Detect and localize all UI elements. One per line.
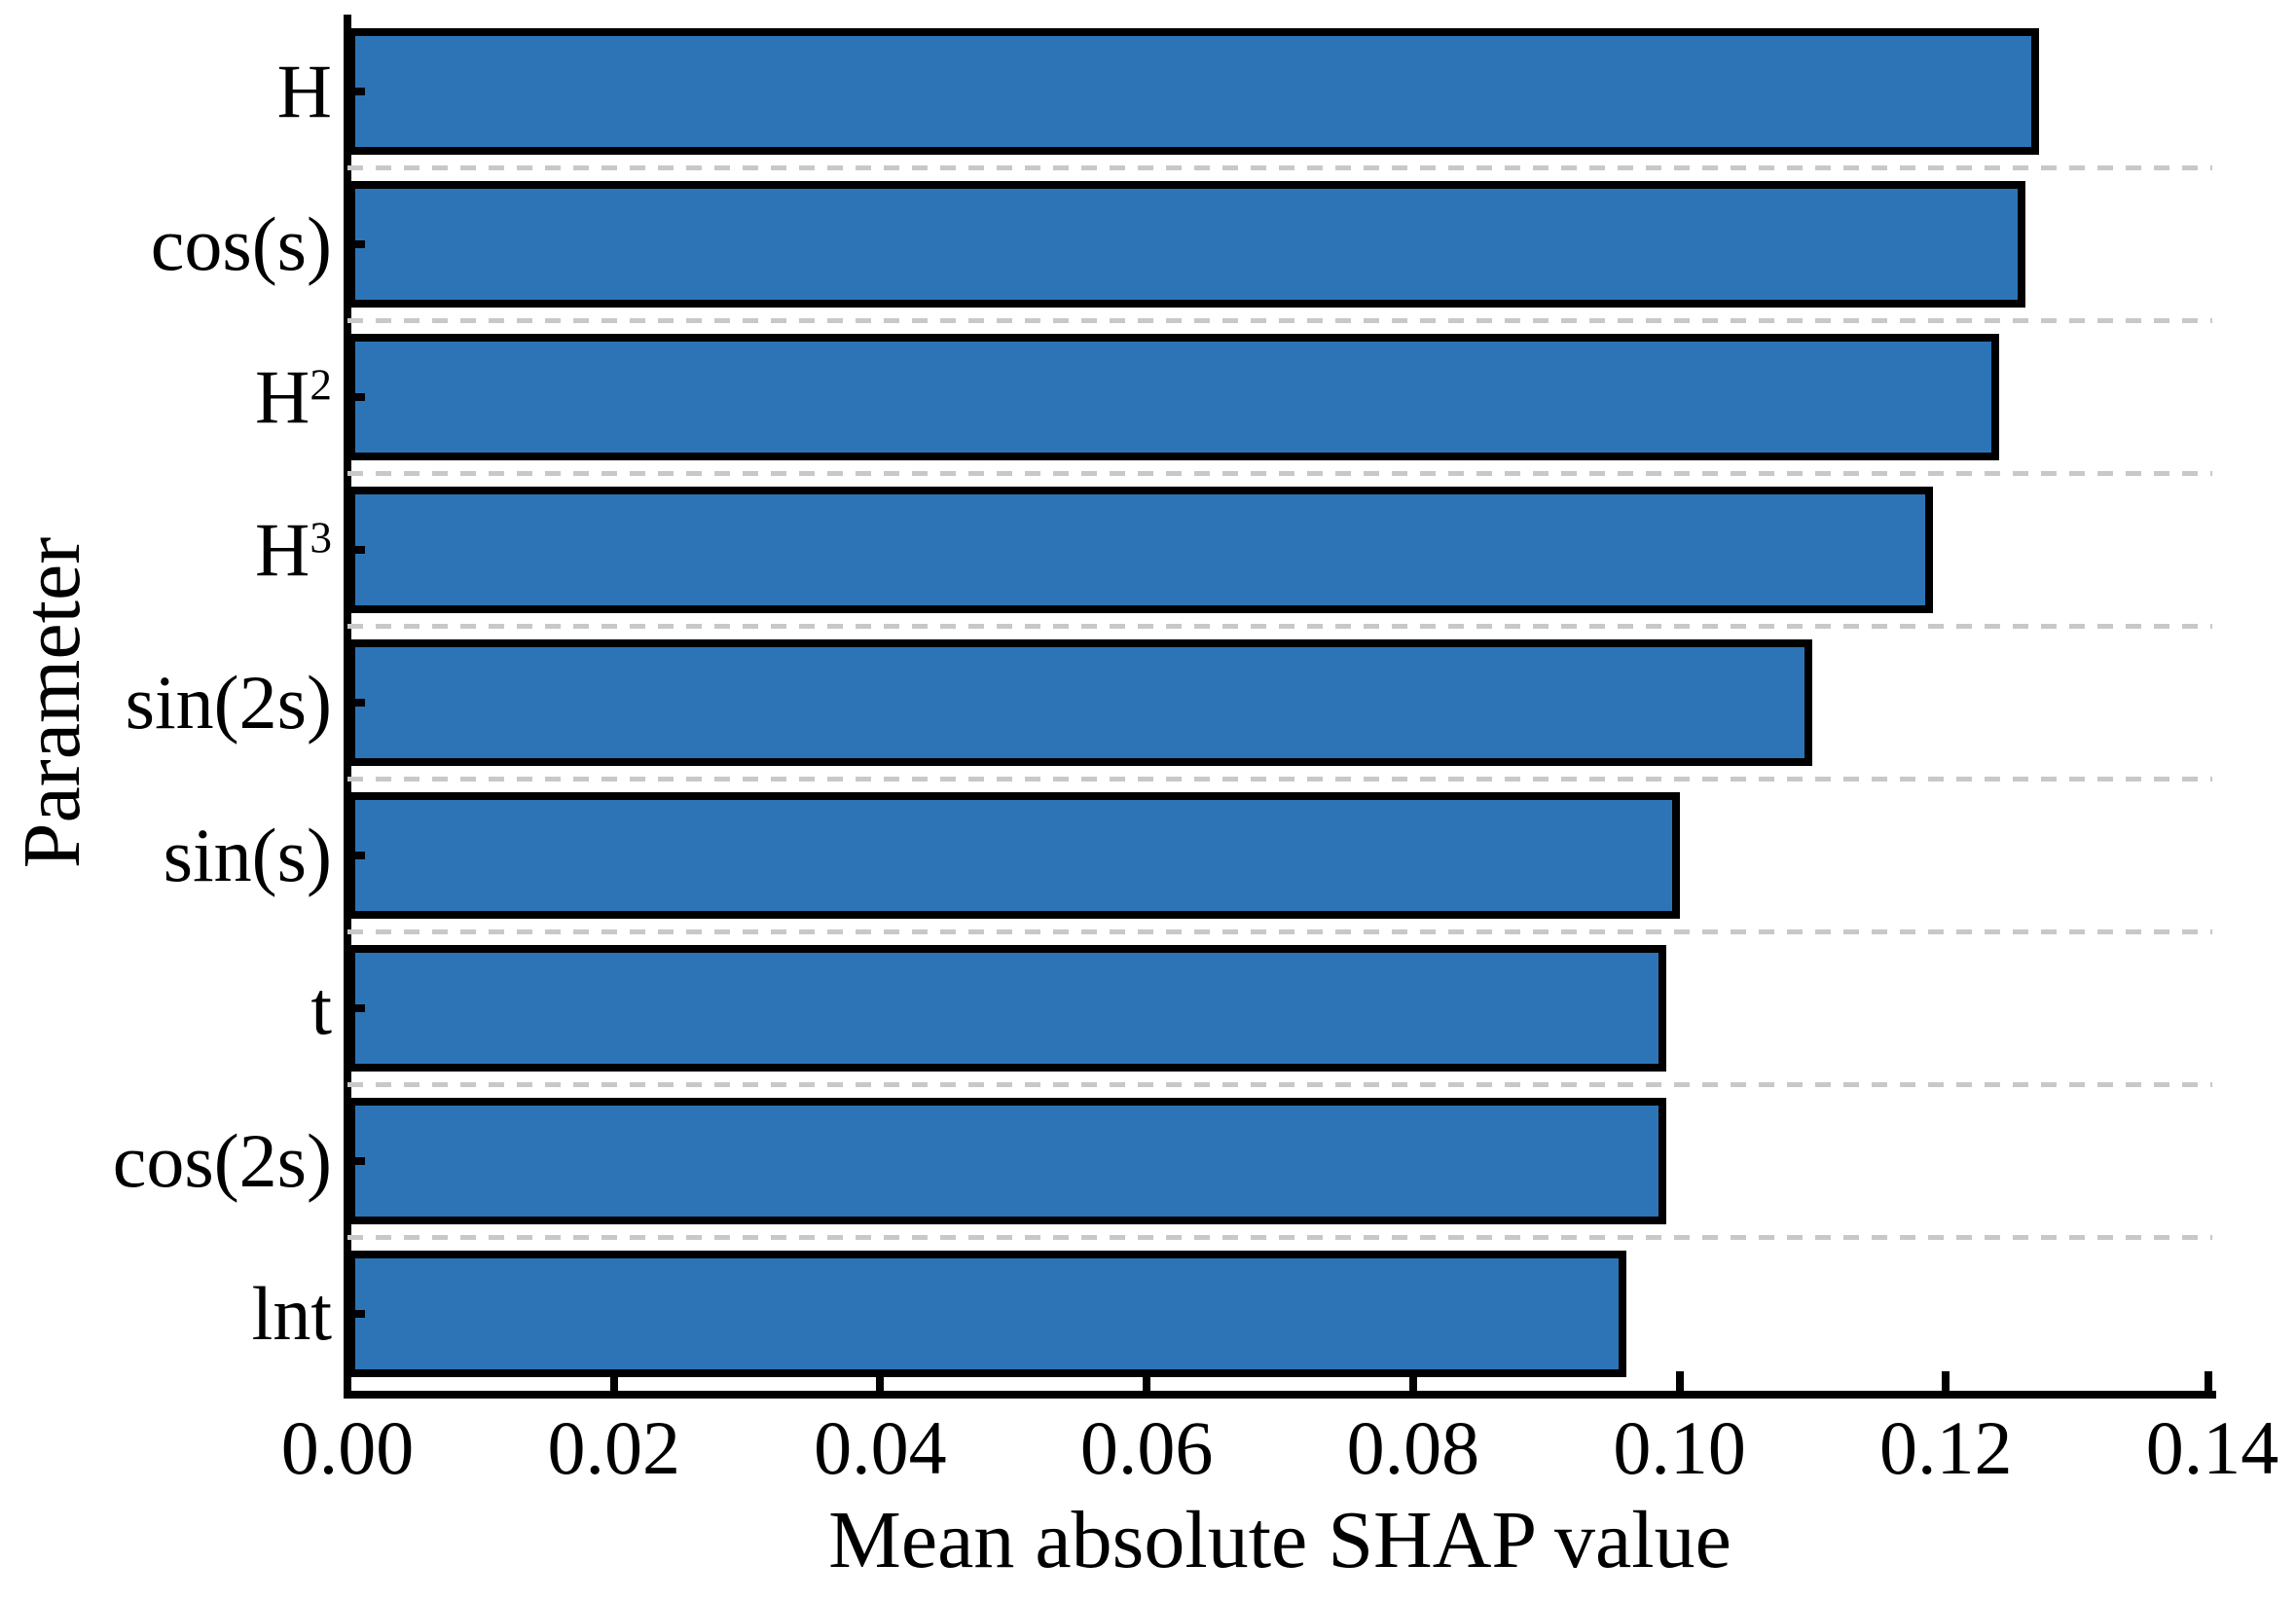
y-tick <box>347 545 365 554</box>
category-label-sin-2s: sin(2s) <box>125 660 332 745</box>
gridline <box>347 1235 2212 1241</box>
plot-area <box>344 15 2212 1391</box>
category-label-t: t <box>310 965 332 1051</box>
bar-t <box>347 945 1666 1073</box>
bar-cos-2s <box>347 1098 1666 1225</box>
x-tick-label-0.02: 0.02 <box>547 1405 680 1490</box>
bar-sin-s <box>347 792 1680 920</box>
bar-cos-s <box>347 180 2026 308</box>
x-tick-label-0.08: 0.08 <box>1346 1405 1480 1490</box>
gridline <box>347 777 2212 782</box>
gridline <box>347 470 2212 476</box>
category-label-H2: H2 <box>255 353 332 439</box>
y-tick <box>347 239 365 248</box>
y-tick <box>347 87 365 95</box>
category-label-H: H <box>276 48 332 133</box>
y-tick <box>347 699 365 707</box>
x-tick <box>1143 1371 1151 1391</box>
x-tick <box>1675 1371 1684 1391</box>
x-tick <box>609 1371 618 1391</box>
x-axis-spine <box>344 1391 2216 1399</box>
x-tick-label-0.06: 0.06 <box>1079 1405 1214 1490</box>
x-tick-label-0.12: 0.12 <box>1879 1405 2013 1490</box>
y-tick <box>347 852 365 860</box>
y-tick <box>347 1004 365 1013</box>
bar-H <box>347 27 2040 155</box>
bar-H2 <box>347 333 2000 460</box>
x-tick <box>344 1371 351 1391</box>
y-tick <box>347 1157 365 1166</box>
gridline <box>347 623 2212 629</box>
category-label-cos-2s: cos(2s) <box>112 1118 332 1204</box>
superscript: 2 <box>310 360 332 410</box>
x-tick-label-0.04: 0.04 <box>814 1405 947 1490</box>
x-tick-label-0.14: 0.14 <box>2145 1405 2279 1490</box>
x-tick <box>1942 1371 1950 1391</box>
y-tick <box>347 392 365 401</box>
bar-H3 <box>347 486 1933 613</box>
gridline <box>347 929 2212 935</box>
category-label-lnt: lnt <box>251 1271 332 1357</box>
bar-sin-2s <box>347 639 1813 766</box>
bar-lnt <box>347 1251 1626 1378</box>
x-tick <box>1408 1371 1417 1391</box>
gridline <box>347 1082 2212 1088</box>
category-label-sin-s: sin(s) <box>163 813 332 898</box>
category-label-cos-s: cos(s) <box>150 200 332 286</box>
category-label-H3: H3 <box>255 506 332 592</box>
superscript: 3 <box>310 513 332 563</box>
gridline <box>347 317 2212 323</box>
gridline <box>347 164 2212 170</box>
x-tick-label-0.10: 0.10 <box>1613 1405 1746 1490</box>
y-tick <box>347 1310 365 1319</box>
x-tick <box>876 1371 885 1391</box>
x-tick-label-0.00: 0.00 <box>280 1405 415 1490</box>
x-tick <box>2205 1371 2212 1391</box>
x-axis-title: Mean absolute SHAP value <box>828 1495 1731 1585</box>
